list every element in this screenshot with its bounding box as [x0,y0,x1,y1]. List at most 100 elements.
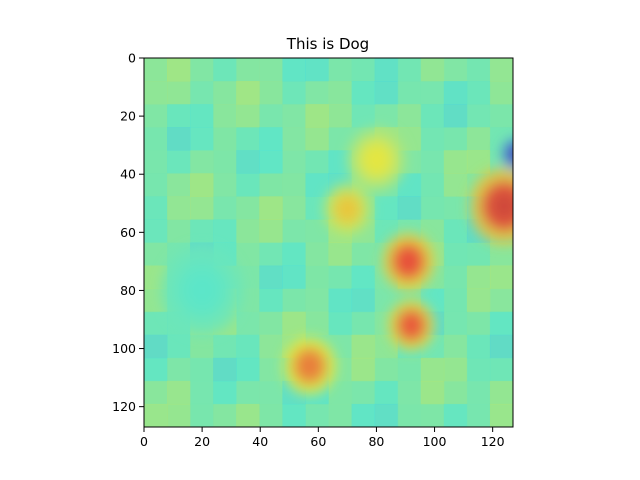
heatmap-cell [282,127,306,151]
heatmap-cell [351,265,376,290]
heatmap-cell [190,357,214,382]
x-tick-label: 100 [423,434,447,449]
heatmap-cell [374,380,399,405]
heatmap-cell [466,265,491,290]
heatmap-cell [397,127,422,151]
heatmap-cell [374,403,399,427]
heatmap-cell [420,127,445,151]
heatmap-cell [167,403,191,427]
heatmap-hotspot [187,274,217,307]
heatmap-cell [374,288,399,313]
heatmap-cell [466,403,491,427]
heatmap-cell [489,288,513,313]
heatmap-cell [420,104,445,128]
heatmap-cell [305,81,329,105]
heatmap-cell [443,104,468,128]
heatmap-cell [466,150,491,174]
heatmap-cell [443,150,468,174]
heatmap-cell [489,242,513,267]
x-tick-label: 80 [368,434,384,449]
heatmap-cell [167,357,191,382]
heatmap-cell [443,288,468,313]
heatmap-cell [443,242,468,267]
heatmap-cell [328,265,353,290]
heatmap-cell [305,150,329,174]
heatmap-hotspot [506,144,513,164]
heatmap-cell [397,380,422,405]
heatmap-cell [351,58,376,82]
heatmap-cell [236,311,260,336]
heatmap-cell [213,219,237,243]
heatmap-cell [259,150,283,174]
heatmap-cell [466,127,491,151]
heatmap-hotspot [399,251,418,272]
heatmap-cell [305,242,329,267]
heatmap-cell [190,219,214,243]
heatmap-cell [190,173,214,197]
heatmap-cell [466,380,491,405]
heatmap-cell [236,242,260,267]
heatmap-hotspots [161,127,513,395]
heatmap-cell [328,380,353,405]
heatmap-cell [443,173,468,197]
heatmap-cell [144,81,168,105]
heatmap-cell [305,403,329,427]
heatmap-cell [466,334,491,359]
heatmap-cell [489,81,513,105]
heatmap-cell [305,173,329,197]
heatmap-cell [420,219,445,243]
y-tick-label: 40 [120,167,136,182]
heatmap-hotspot [501,138,513,170]
heatmap-cell [328,104,353,128]
heatmap-cell [259,127,283,151]
heatmap-hotspot [366,148,387,171]
heatmap-cell [489,311,513,336]
heatmap-cell [443,196,468,220]
heatmap-cell [213,380,237,405]
heatmap-cell [443,334,468,359]
heatmap-cell [374,196,399,220]
heatmap-cell [167,219,191,243]
heatmap-cell [236,357,260,382]
heatmap-cell [305,196,329,220]
heatmap-cell [420,196,445,220]
heatmap-cell [167,104,191,128]
heatmap-cell [144,311,168,336]
heatmap-cell [351,288,376,313]
heatmap-cell [259,265,283,290]
heatmap-cell [144,334,168,359]
heatmap-cell [236,196,260,220]
heatmap-cell [443,311,468,336]
heatmap-cell [259,219,283,243]
heatmap-cell [144,196,168,220]
heatmap-cell [305,104,329,128]
heatmap-cell [190,150,214,174]
heatmap-cell [236,150,260,174]
heatmap-cell [144,104,168,128]
heatmap-cell [397,357,422,382]
heatmap-cell [351,357,376,382]
y-tick-label: 0 [128,51,136,66]
heatmap-cell [259,357,283,382]
heatmap-cell [190,127,214,151]
heatmap-cell [443,127,468,151]
heatmap-cell [443,403,468,427]
heatmap-cell [236,127,260,151]
heatmap-cell [282,58,306,82]
heatmap-cell [144,127,168,151]
heatmap-hotspot [492,192,513,220]
heatmap-hotspot [300,355,319,377]
y-tick-label: 120 [112,399,136,414]
heatmap-cell [190,104,214,128]
heatmap-cell [259,104,283,128]
heatmap-cell [374,58,399,82]
heatmap-cell [259,288,283,313]
heatmap-cell [305,311,329,336]
heatmap-cell [236,403,260,427]
heatmap-cell [167,334,191,359]
heatmap-cell [236,219,260,243]
heatmap-cell [351,311,376,336]
heatmap-cell [443,380,468,405]
heatmap-cell [282,265,306,290]
heatmap-cell [489,104,513,128]
